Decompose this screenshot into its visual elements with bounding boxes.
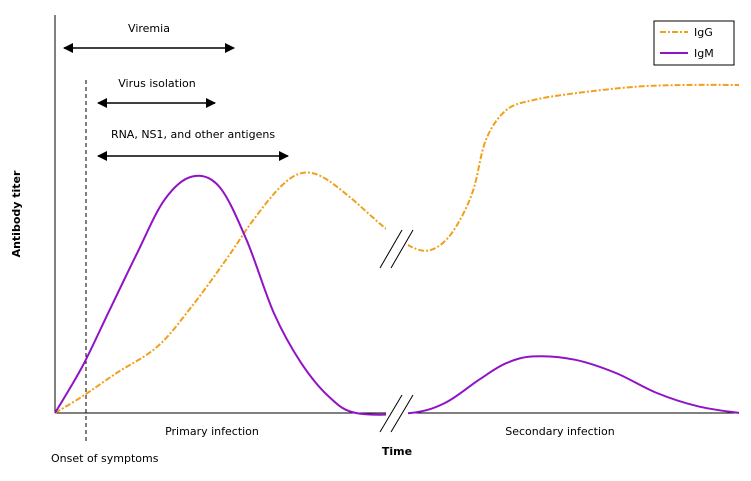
onset-label: Onset of symptoms	[51, 452, 159, 465]
viremia-label: Viremia	[128, 22, 170, 35]
primary-infection-label: Primary infection	[165, 425, 259, 438]
series-line-igm	[54, 174, 740, 416]
virus-isolation-annotation: Virus isolation	[97, 77, 216, 108]
secondary-infection-label: Secondary infection	[505, 425, 615, 438]
legend-label-igm: IgM	[694, 47, 714, 60]
virus-isolation-label: Virus isolation	[118, 77, 195, 90]
legend: IgG IgM	[653, 20, 735, 66]
antigens-annotation: RNA, NS1, and other antigens	[97, 128, 289, 161]
x-axis-title: Time	[382, 445, 412, 458]
antigens-label: RNA, NS1, and other antigens	[111, 128, 275, 141]
axis-break-marks	[379, 225, 414, 433]
y-axis-title: Antibody titer	[10, 170, 23, 257]
series-line-igg	[54, 83, 740, 414]
series-group	[54, 83, 740, 416]
viremia-annotation: Viremia	[63, 22, 235, 53]
legend-label-igg: IgG	[694, 26, 713, 39]
